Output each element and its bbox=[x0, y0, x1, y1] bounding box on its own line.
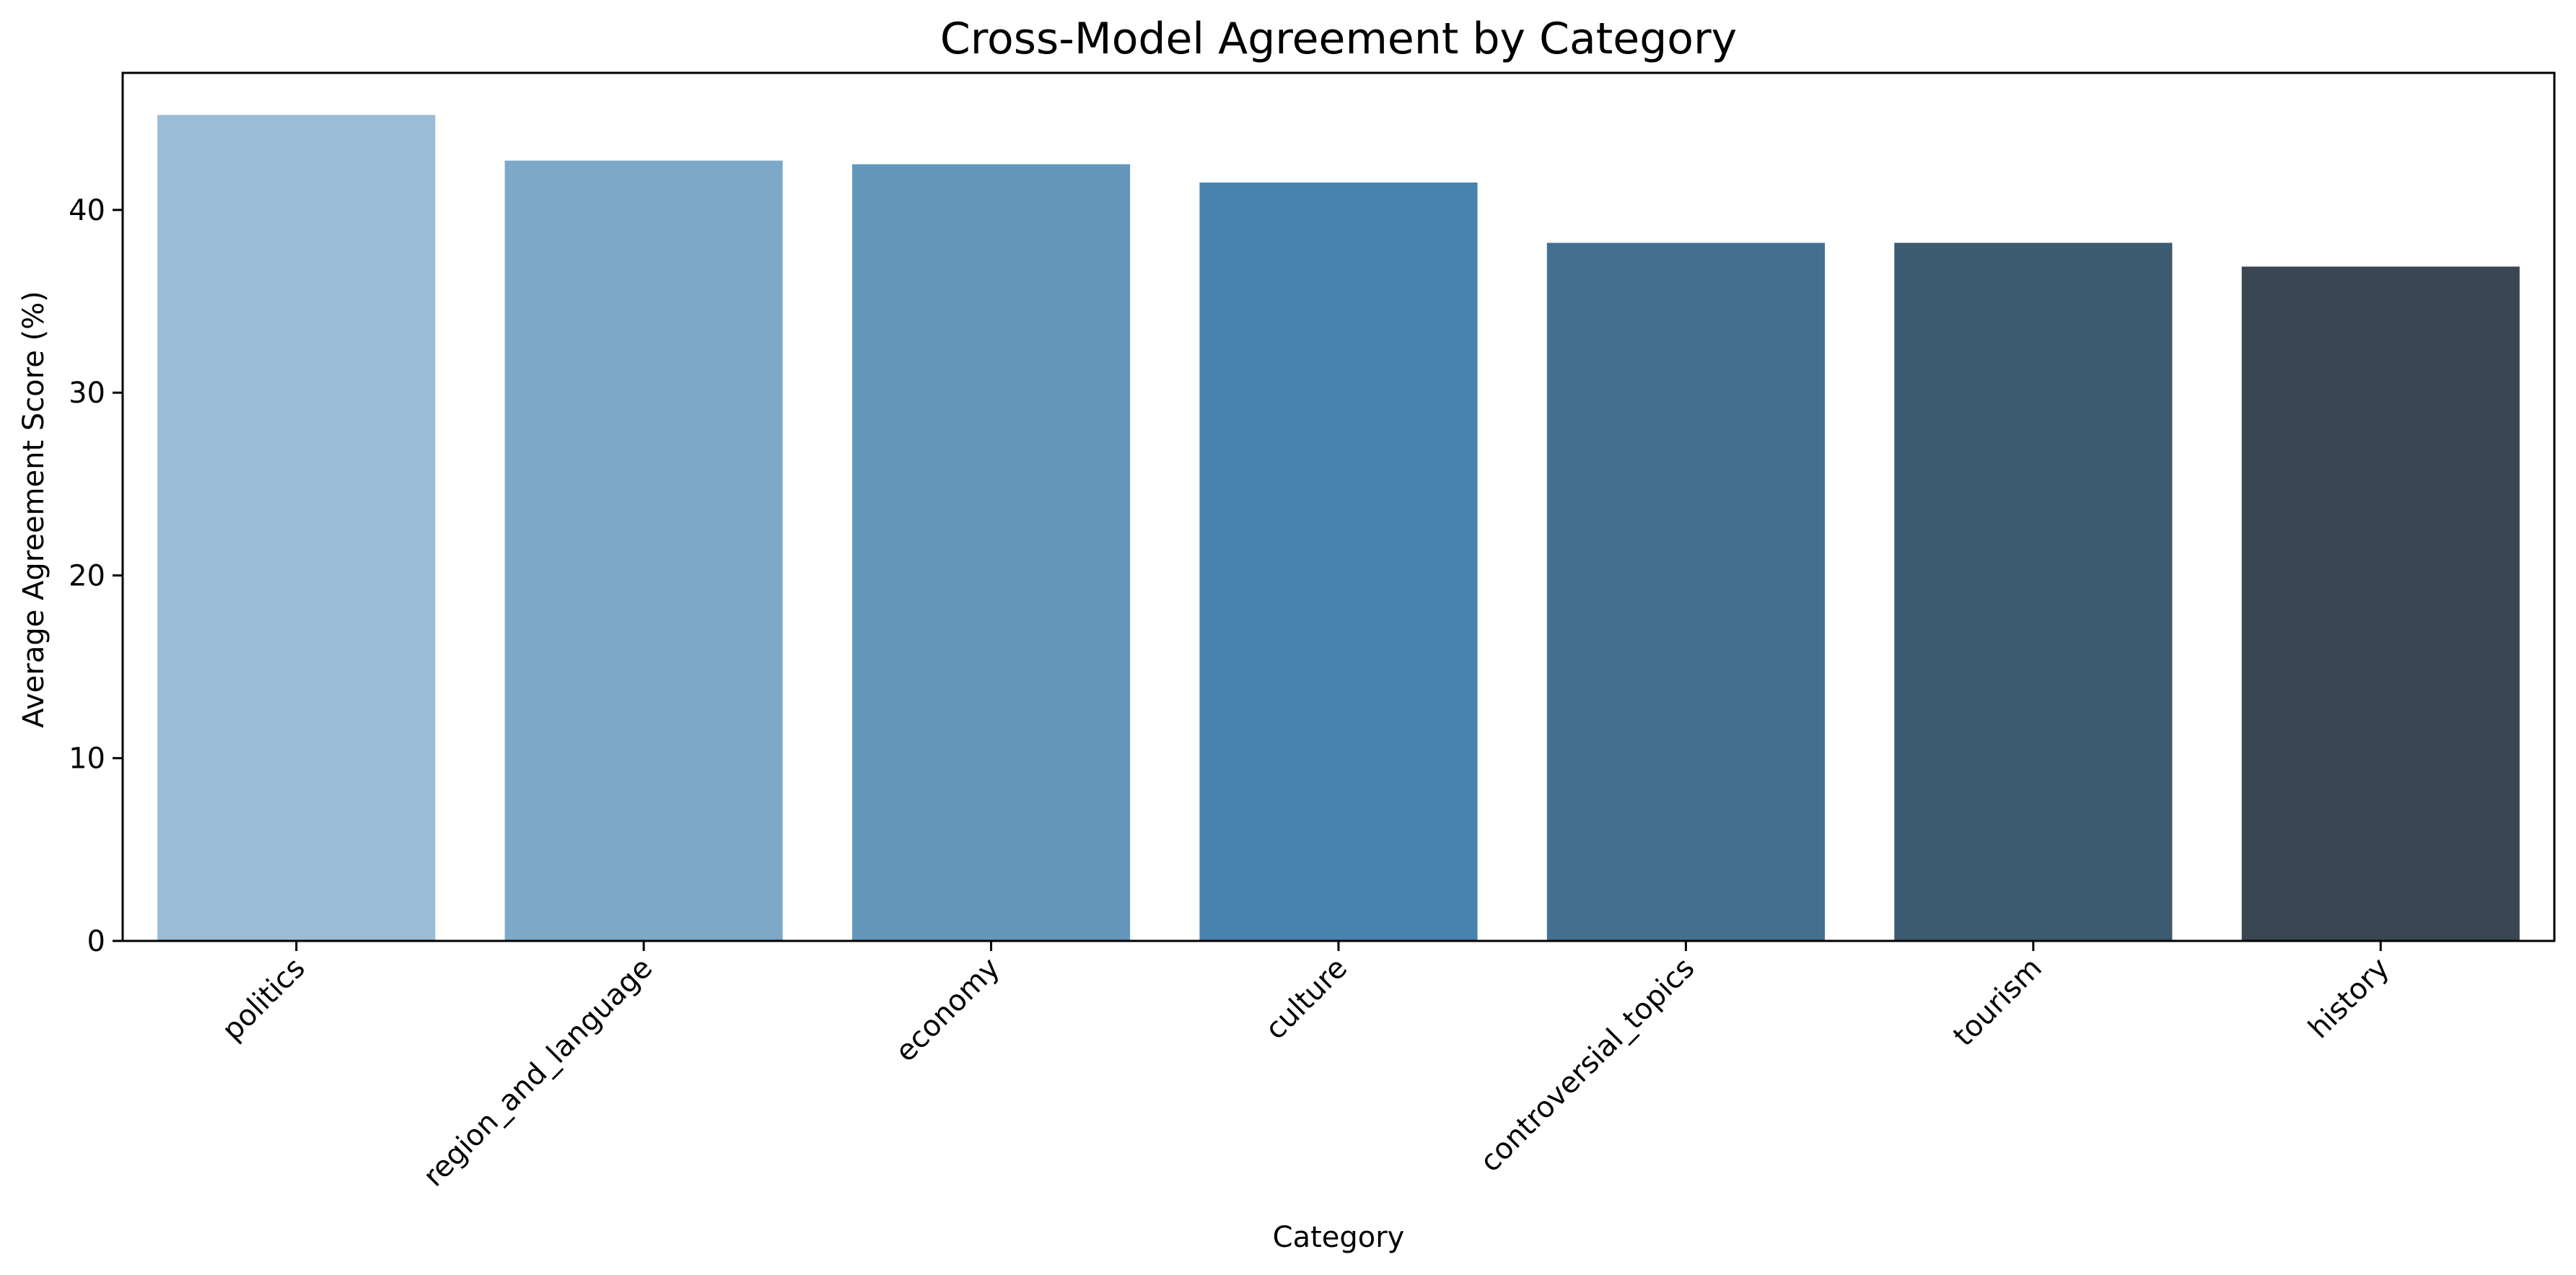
x-axis-label: Category bbox=[1273, 1221, 1405, 1254]
bar-controversial_topics bbox=[1546, 242, 1825, 941]
bar-economy bbox=[852, 164, 1131, 941]
bar-history bbox=[2241, 266, 2520, 942]
bar-culture bbox=[1199, 182, 1478, 942]
y-tick-label: 0 bbox=[87, 925, 105, 958]
x-tick-label-economy: economy bbox=[889, 952, 1006, 1069]
y-tick-label: 30 bbox=[69, 377, 105, 410]
bar-tourism bbox=[1894, 242, 2173, 941]
y-axis-label: Average Agreement Score (%) bbox=[17, 291, 51, 728]
x-tick-label-history: history bbox=[2303, 952, 2396, 1046]
y-tick-label: 20 bbox=[69, 559, 105, 592]
x-tick-label-politics: politics bbox=[216, 952, 312, 1048]
x-tick-label-tourism: tourism bbox=[1947, 952, 2049, 1053]
x-tick-label-culture: culture bbox=[1259, 952, 1354, 1046]
bar-politics bbox=[157, 115, 436, 941]
plot-area: 0 10 20 30 40 politics region_and_language econ… bbox=[69, 71, 2556, 1193]
x-tick-label-region_and_language: region_and_language bbox=[417, 952, 659, 1193]
chart-title: Cross-Model Agreement by Category bbox=[940, 14, 1737, 64]
y-tick-label: 10 bbox=[69, 742, 105, 776]
y-tick-label: 40 bbox=[69, 194, 105, 227]
x-tick-label-controversial_topics: controversial_topics bbox=[1474, 952, 1701, 1179]
bar-region_and_language bbox=[504, 160, 783, 941]
